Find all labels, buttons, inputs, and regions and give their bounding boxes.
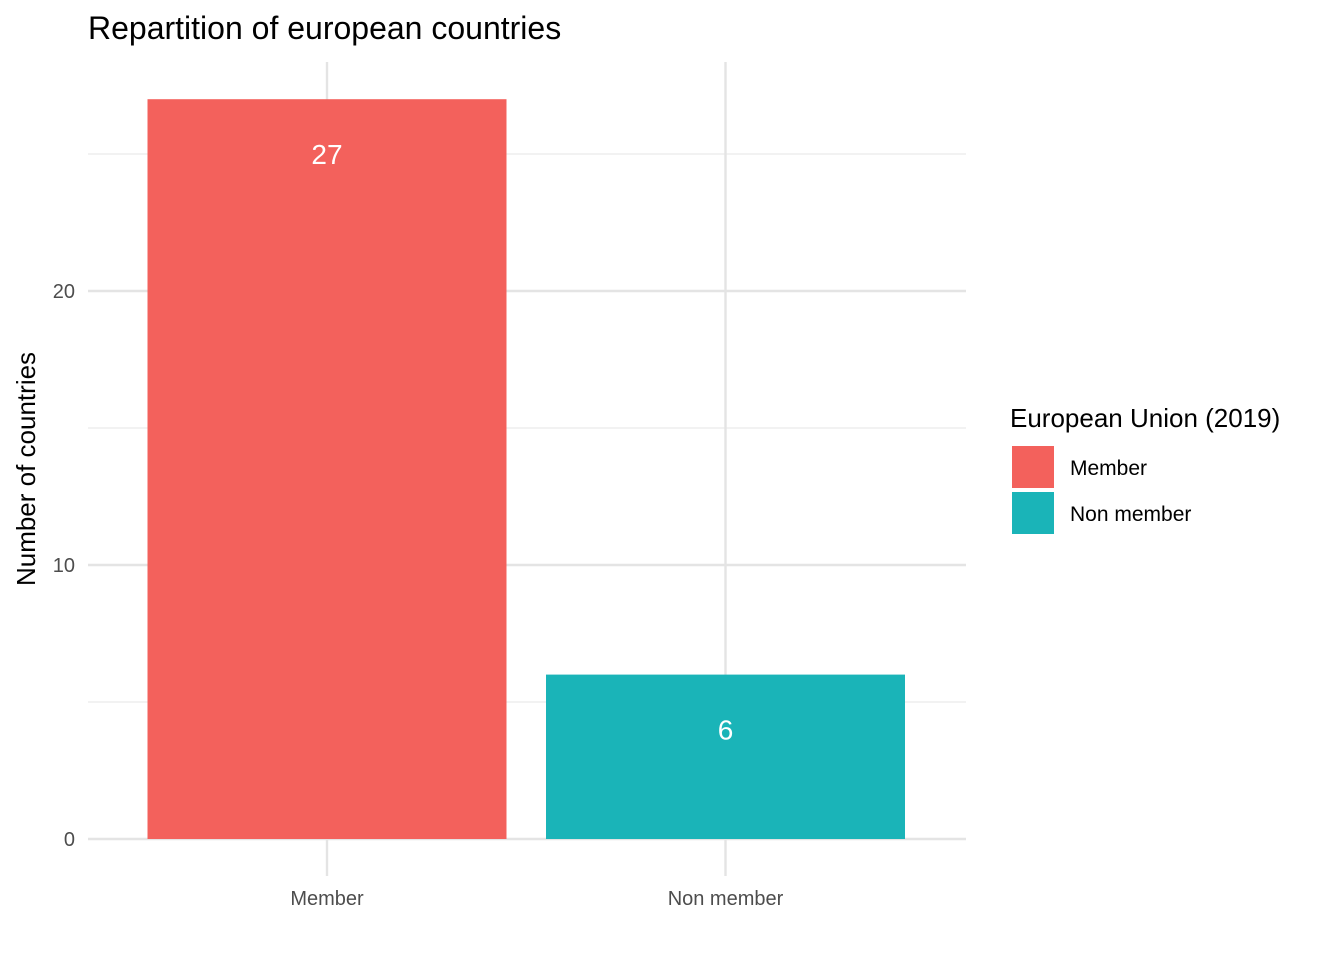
legend-key <box>1012 492 1054 534</box>
chart-title: Repartition of european countries <box>88 10 561 46</box>
legend-entries: Member Non member <box>1012 446 1191 534</box>
y-axis-ticks: 0 10 20 <box>53 281 75 851</box>
y-tick-label: 20 <box>53 281 75 303</box>
x-axis-ticks: Member Non member <box>290 888 783 910</box>
y-tick-label: 0 <box>64 829 75 851</box>
x-tick-label: Member <box>290 888 364 910</box>
legend-title: European Union (2019) <box>1010 403 1280 433</box>
bar-non-member <box>546 674 905 839</box>
legend: European Union (2019) Member Non member <box>1010 403 1280 534</box>
bar-member <box>147 99 507 839</box>
legend-label: Non member <box>1070 503 1191 526</box>
legend-key <box>1012 446 1054 488</box>
x-tick-label: Non member <box>668 888 784 910</box>
y-tick-label: 10 <box>53 555 75 577</box>
legend-label: Member <box>1070 457 1147 480</box>
bar-value-label: 6 <box>718 715 734 746</box>
data-labels: 27 6 <box>311 139 733 745</box>
bar-value-label: 27 <box>311 139 342 170</box>
y-axis-title: Number of countries <box>11 352 41 586</box>
bars <box>147 99 905 839</box>
